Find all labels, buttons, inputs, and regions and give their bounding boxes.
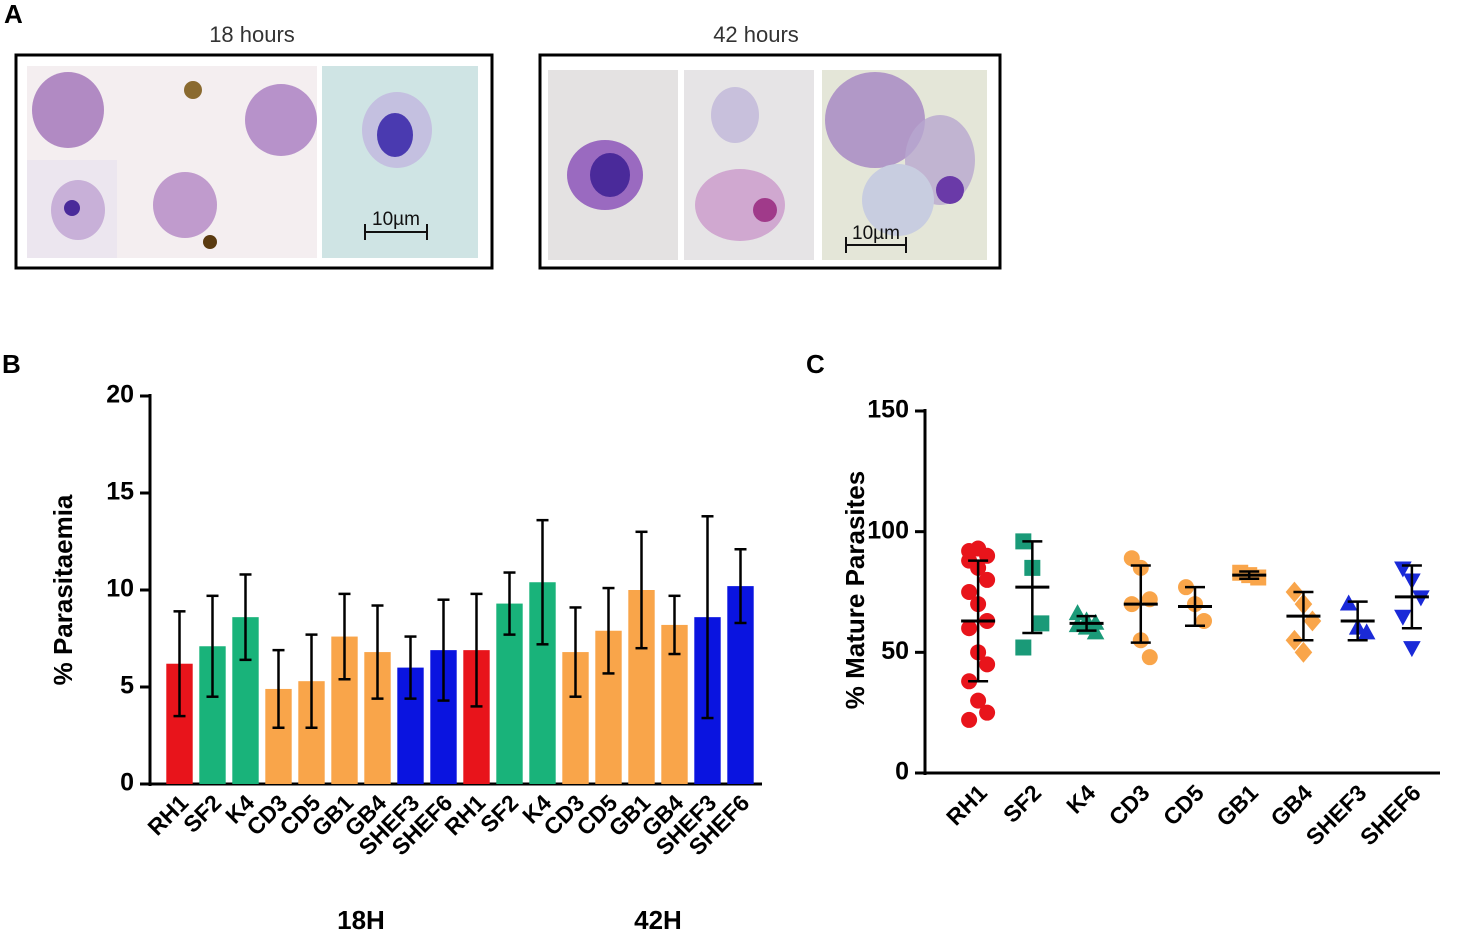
y-tick-label: 15 <box>106 478 134 506</box>
data-point <box>1294 641 1313 663</box>
data-point <box>1357 623 1376 640</box>
data-point <box>979 704 996 721</box>
scale-bar-label: 10µm <box>852 223 900 244</box>
x-tick-label: SHEF6 <box>1355 779 1426 850</box>
data-point <box>979 571 996 588</box>
panel-label: A <box>4 0 23 29</box>
x-tick-label: K4 <box>1061 779 1100 818</box>
data-point <box>1394 609 1412 626</box>
data-point <box>1086 613 1105 630</box>
micrograph-panel <box>14 53 494 270</box>
data-point <box>979 656 996 673</box>
y-axis-label: % Parasitaemia <box>48 494 78 685</box>
data-point <box>970 692 987 709</box>
x-tick-label: SHEF3 <box>1301 779 1372 850</box>
data-point <box>1141 649 1158 666</box>
y-tick-label: 100 <box>867 516 909 544</box>
group-label: 18H <box>337 905 385 935</box>
x-tick-label: SF2 <box>998 779 1046 827</box>
y-tick-label: 150 <box>867 396 909 424</box>
panel-label: C <box>806 349 825 379</box>
data-point <box>961 711 978 728</box>
data-point <box>1033 615 1050 632</box>
y-tick-label: 0 <box>120 769 134 797</box>
data-point <box>1015 639 1032 656</box>
data-point <box>1403 641 1421 658</box>
x-tick-label: GB1 <box>1211 779 1263 831</box>
data-point <box>1303 610 1322 632</box>
micrograph-panel <box>538 53 1002 270</box>
y-tick-label: 10 <box>106 575 134 603</box>
panel-label: B <box>2 349 21 379</box>
x-tick-label: SF2 <box>178 789 226 837</box>
y-tick-label: 5 <box>120 672 134 700</box>
group-label: 42H <box>634 905 682 935</box>
data-point <box>961 584 978 600</box>
micrograph-title: 18 hours <box>209 22 295 47</box>
data-point <box>1412 590 1430 607</box>
x-tick-label: CD3 <box>1104 779 1155 830</box>
data-point <box>961 620 978 637</box>
x-tick-label: CD5 <box>1158 779 1209 830</box>
x-tick-label: SF2 <box>475 789 523 837</box>
x-tick-label: RH1 <box>941 779 992 830</box>
y-tick-label: 20 <box>106 381 134 409</box>
y-tick-label: 50 <box>881 637 909 665</box>
y-tick-label: 0 <box>895 758 909 786</box>
micrograph-title: 42 hours <box>713 22 799 47</box>
scale-bar-label: 10µm <box>372 209 420 230</box>
y-axis-label: % Mature Parasites <box>840 471 870 709</box>
